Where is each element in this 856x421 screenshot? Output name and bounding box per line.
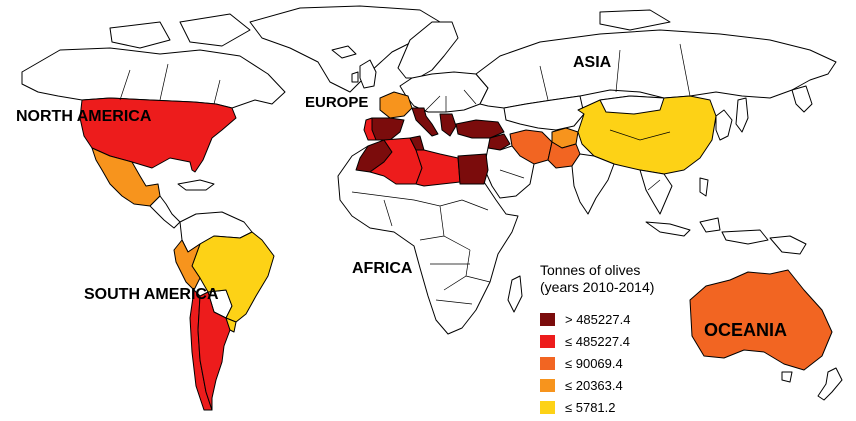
- legend-item: ≤ 90069.4: [540, 352, 710, 374]
- country-uruguay: [225, 317, 237, 333]
- label-south-america: SOUTH AMERICA: [84, 286, 219, 303]
- legend-swatch: [540, 378, 555, 392]
- country-argentina: [197, 291, 231, 411]
- central-asia: [503, 95, 585, 131]
- legend-item: ≤ 485227.4: [540, 330, 710, 352]
- russia: [475, 29, 837, 109]
- legend-label: ≤ 5781.2: [565, 399, 616, 415]
- country-turkey: [455, 119, 505, 139]
- legend-swatch: [540, 400, 555, 414]
- british-isles: [351, 59, 377, 89]
- legend-swatch: [540, 334, 555, 348]
- legend-label: ≤ 90069.4: [565, 355, 623, 371]
- country-peru: [173, 239, 201, 291]
- legend-label: ≤ 20363.4: [565, 377, 623, 393]
- label-north-america: NORTH AMERICA: [16, 108, 152, 125]
- legend-label: ≤ 485227.4: [565, 333, 630, 349]
- country-greece: [439, 113, 457, 137]
- legend: Tonnes of olives (years 2010-2014) > 485…: [540, 262, 710, 418]
- label-africa: AFRICA: [352, 260, 413, 277]
- legend-item: ≤ 5781.2: [540, 396, 710, 418]
- iceland: [331, 45, 357, 59]
- madagascar: [507, 275, 523, 313]
- legend-label: > 485227.4: [565, 311, 631, 327]
- new-guinea: [769, 235, 807, 255]
- label-europe: EUROPE: [305, 94, 369, 111]
- country-syria: [487, 133, 511, 151]
- legend-items: > 485227.4 ≤ 485227.4 ≤ 90069.4 ≤ 20363.…: [540, 308, 710, 418]
- country-france: [379, 91, 413, 119]
- kamchatka: [791, 85, 813, 113]
- southeast-asia: [639, 169, 673, 215]
- india: [571, 153, 615, 215]
- central-europe: [399, 71, 489, 113]
- country-spain: [371, 117, 405, 141]
- country-egypt: [457, 153, 489, 185]
- canada: [21, 47, 286, 109]
- border-lines: [119, 43, 691, 305]
- arctic-islands: [109, 9, 671, 49]
- label-asia: ASIA: [573, 54, 612, 71]
- arabia: [483, 145, 535, 199]
- tasmania: [781, 371, 793, 383]
- country-australia: [689, 269, 833, 371]
- legend-item: > 485227.4: [540, 308, 710, 330]
- country-portugal: [363, 117, 377, 141]
- country-italy: [411, 107, 439, 137]
- country-brazil: [191, 231, 275, 323]
- legend-swatch: [540, 312, 555, 326]
- label-oceania: OCEANIA: [704, 320, 788, 340]
- mongolia: [599, 95, 665, 115]
- indonesia: [645, 177, 769, 245]
- japan: [715, 97, 749, 141]
- legend-swatch: [540, 356, 555, 370]
- new-zealand: [817, 367, 843, 401]
- legend-item: ≤ 20363.4: [540, 374, 710, 396]
- country-libya: [415, 149, 461, 187]
- legend-title-line2: (years 2010-2014): [540, 279, 655, 295]
- legend-title-line1: Tonnes of olives: [540, 262, 641, 278]
